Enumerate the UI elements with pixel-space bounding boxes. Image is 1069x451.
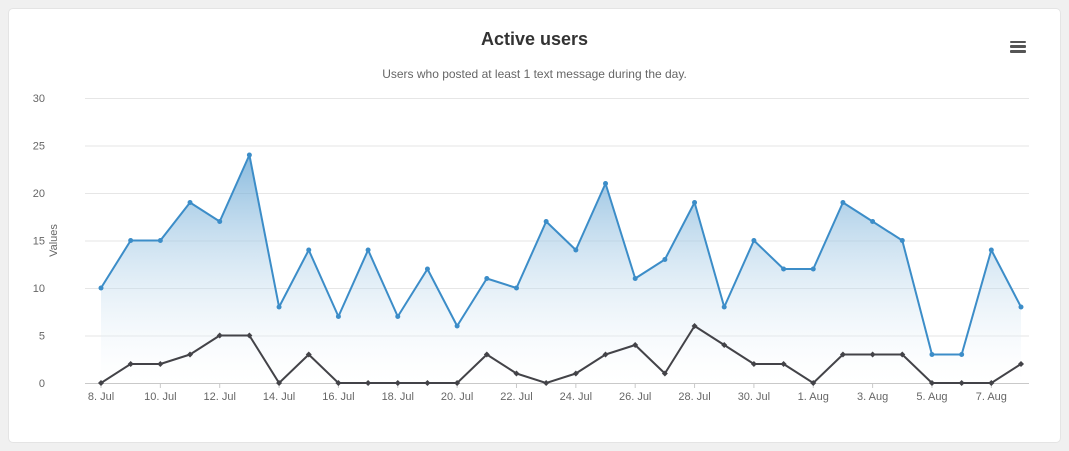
y-tick-label: 10	[33, 283, 45, 295]
y-tick-label: 0	[39, 378, 45, 390]
x-tick-label: 22. Jul	[500, 391, 532, 403]
line-series-marker[interactable]	[513, 370, 520, 377]
line-series-marker[interactable]	[276, 380, 283, 386]
line-series-marker[interactable]	[988, 380, 995, 386]
area-series-marker[interactable]	[870, 219, 876, 224]
area-series-marker[interactable]	[781, 266, 787, 272]
area-series-fill	[101, 155, 1021, 383]
line-series-marker[interactable]	[928, 380, 935, 386]
x-tick-label: 3. Aug	[857, 391, 888, 403]
chart-plot-area[interactable]: 0 5 10 15 20 25 30 Values 8. Jul 10. Jul 12. Jul 14…	[9, 9, 1062, 444]
area-series-marker[interactable]	[424, 266, 430, 272]
area-series-marker[interactable]	[721, 304, 727, 310]
area-series-marker[interactable]	[959, 352, 965, 357]
area-series-marker[interactable]	[1018, 304, 1024, 310]
x-tick-label: 1. Aug	[798, 391, 829, 403]
chart-card: 0 5 10 15 20 25 30 Values 8. Jul 10. Jul 12. Jul 14…	[8, 8, 1061, 443]
chart-subtitle: Users who posted at least 1 text message…	[382, 67, 687, 81]
line-series-marker[interactable]	[187, 351, 194, 358]
y-axis-title: Values	[48, 224, 60, 257]
area-series-marker[interactable]	[899, 238, 905, 243]
area-series-marker[interactable]	[128, 238, 134, 243]
line-series-marker[interactable]	[691, 323, 698, 329]
hamburger-icon	[1010, 40, 1028, 53]
x-tick-label: 28. Jul	[678, 391, 710, 403]
x-tick-label: 7. Aug	[976, 391, 1007, 403]
line-series-marker[interactable]	[899, 351, 906, 358]
area-series-marker[interactable]	[246, 152, 252, 158]
line-series-marker[interactable]	[839, 351, 846, 358]
chart-context-menu-button[interactable]	[1006, 35, 1032, 57]
area-series-marker[interactable]	[217, 219, 223, 224]
area-series-marker[interactable]	[157, 238, 163, 243]
area-series-marker[interactable]	[692, 200, 698, 205]
line-series-marker[interactable]	[1018, 361, 1024, 367]
area-series-marker[interactable]	[513, 285, 519, 291]
area-series-marker[interactable]	[365, 247, 371, 253]
line-series-marker[interactable]	[454, 380, 461, 386]
y-tick-label: 25	[33, 141, 45, 153]
line-series-marker[interactable]	[424, 380, 431, 386]
area-series-marker[interactable]	[543, 219, 549, 224]
area-series-marker[interactable]	[632, 276, 638, 281]
y-tick-label: 5	[39, 331, 45, 343]
line-series-marker[interactable]	[602, 351, 609, 358]
line-series-marker[interactable]	[721, 342, 728, 348]
area-series-marker[interactable]	[929, 352, 935, 357]
x-tick-label: 14. Jul	[263, 391, 295, 403]
area-series-marker[interactable]	[395, 314, 401, 319]
x-tick-label: 5. Aug	[916, 391, 947, 403]
area-series-marker[interactable]	[454, 323, 460, 329]
area-series-marker[interactable]	[810, 266, 816, 272]
line-series-marker[interactable]	[780, 361, 787, 367]
line-series-line	[100, 325, 1022, 384]
y-tick-label: 20	[33, 188, 45, 200]
line-series-marker[interactable]	[483, 351, 490, 358]
area-series-marker[interactable]	[988, 247, 994, 253]
line-series-marker[interactable]	[661, 370, 668, 377]
line-series-marker[interactable]	[98, 380, 104, 386]
x-tick-label: 10. Jul	[144, 391, 176, 403]
line-series-marker[interactable]	[572, 370, 579, 377]
line-series-marker[interactable]	[157, 361, 164, 367]
line-series-marker[interactable]	[394, 380, 401, 386]
area-series-marker[interactable]	[306, 247, 312, 253]
x-tick-label: 16. Jul	[322, 391, 354, 403]
area-series-marker[interactable]	[484, 276, 490, 281]
line-series-marker[interactable]	[335, 380, 342, 386]
area-series-marker[interactable]	[751, 238, 757, 243]
area-series-marker[interactable]	[603, 181, 609, 186]
line-series-marker[interactable]	[305, 351, 312, 358]
line-series-marker[interactable]	[365, 380, 372, 386]
area-series-marker[interactable]	[573, 247, 579, 253]
line-series-marker[interactable]	[632, 342, 639, 348]
x-tick-label: 20. Jul	[441, 391, 473, 403]
area-series-marker[interactable]	[98, 285, 104, 291]
line-series-marker[interactable]	[869, 351, 876, 358]
x-tick-label: 18. Jul	[382, 391, 414, 403]
line-series-marker[interactable]	[958, 380, 965, 386]
y-tick-label: 15	[33, 236, 45, 248]
x-tick-label: 8. Jul	[88, 391, 114, 403]
x-tick-label: 26. Jul	[619, 391, 651, 403]
area-series-marker[interactable]	[662, 257, 668, 262]
line-series-marker[interactable]	[543, 380, 550, 386]
line-series-marker[interactable]	[246, 332, 253, 339]
area-series-marker[interactable]	[276, 304, 282, 310]
line-series-marker[interactable]	[127, 361, 134, 367]
y-tick-label: 30	[33, 93, 45, 105]
area-series-marker[interactable]	[840, 200, 846, 205]
line-series-marker[interactable]	[810, 380, 817, 386]
x-tick-label: 24. Jul	[560, 391, 592, 403]
area-series-marker[interactable]	[187, 200, 193, 205]
x-tick-label: 12. Jul	[203, 391, 235, 403]
area-series-line	[100, 154, 1022, 356]
line-series-marker[interactable]	[216, 332, 223, 339]
chart-title: Active users	[480, 29, 589, 49]
x-tick-label: 30. Jul	[738, 391, 770, 403]
line-series-marker[interactable]	[750, 361, 757, 367]
area-series-marker[interactable]	[335, 314, 341, 319]
